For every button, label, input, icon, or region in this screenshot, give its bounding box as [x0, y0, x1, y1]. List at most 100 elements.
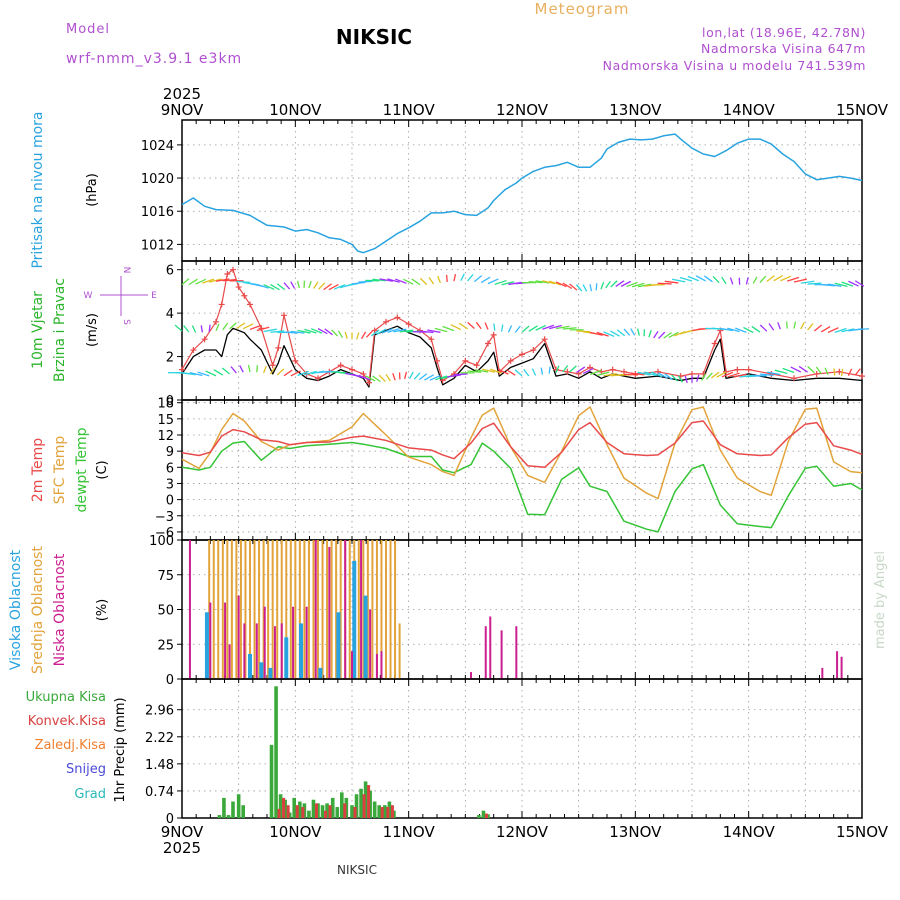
total-precip-bar [222, 797, 226, 818]
cloud-bar-srednja [208, 540, 211, 679]
temp2m-title: 2m Temp [30, 438, 46, 502]
cloud-bar-srednja [249, 540, 251, 679]
wind-vector [182, 372, 196, 376]
wind-vector [780, 275, 792, 282]
wind-vector [467, 274, 474, 282]
top-date-label: 12NOV [496, 101, 549, 119]
wind-vector [582, 367, 594, 375]
pressure-line [181, 133, 863, 254]
total-precip-bar [477, 815, 481, 818]
wind-vector [787, 276, 800, 282]
cloud-bar-niska [188, 540, 191, 679]
wind-vector [356, 332, 360, 340]
gust-marker [337, 362, 344, 369]
wind-vector [331, 329, 339, 337]
total-precip-bar [283, 799, 287, 818]
wind-vector [256, 326, 270, 332]
wind-vector [200, 325, 204, 333]
wind-vector [626, 281, 638, 288]
wind-vector [751, 325, 761, 333]
wind-vector [500, 324, 504, 332]
2m-temp-line [181, 420, 863, 469]
y-tick-label: 6 [166, 461, 174, 476]
cloud-bar-srednja [303, 540, 306, 679]
conv-precip-bar [390, 805, 394, 818]
wind-vector [562, 365, 569, 373]
wind-vector [615, 280, 625, 288]
conv-precip-bar [314, 803, 318, 818]
bottom-date-label: 11NOV [383, 823, 436, 841]
wind-vector [494, 279, 507, 286]
wind-vector [489, 368, 502, 374]
wind-vector [719, 327, 733, 332]
total-precip-legend: Ukupna Kisa [26, 690, 106, 705]
wind-vector [623, 328, 631, 336]
conv-precip-bar [282, 797, 286, 818]
mid-cloud-title: Srednja Oblacnost [30, 546, 46, 674]
conv-precip-bar [380, 807, 384, 818]
wind-vector [424, 374, 434, 381]
wind-vector [450, 324, 462, 331]
y-tick-label: 3 [166, 477, 174, 492]
wind-vector [262, 365, 267, 374]
gust-marker [235, 284, 242, 291]
wind-vector [276, 283, 286, 291]
wind-vector [596, 331, 609, 337]
wind-vector [372, 375, 381, 383]
wind-vector [427, 329, 441, 333]
cloud-bar-srednja [271, 540, 274, 679]
wind-vector [595, 283, 598, 291]
wind-vector [650, 371, 663, 378]
cloud-bar-srednja [289, 540, 292, 679]
bottom-date-label: 15NOV [836, 823, 889, 841]
wind-vector [290, 370, 301, 377]
wind-vector [188, 278, 198, 286]
y-tick-label: 25 [157, 638, 174, 653]
cloud-bar-srednja [362, 540, 365, 679]
total-precip-bar [344, 797, 349, 818]
wind-vector [378, 374, 386, 382]
gust-marker [462, 357, 469, 364]
wind-vector [308, 280, 312, 289]
wind-vector [542, 324, 555, 330]
wind-unit: (m/s) [85, 313, 100, 347]
wind-vector [506, 369, 516, 376]
y-tick-label: 50 [157, 604, 174, 619]
wind-vector [230, 366, 237, 374]
total-precip-bar [368, 790, 372, 818]
y-tick-label: 0.74 [145, 785, 174, 800]
wind-vector [442, 325, 455, 332]
precip-frame [181, 678, 863, 819]
wind-vector [413, 372, 421, 380]
wind-vector [603, 372, 617, 377]
wind-vector [549, 324, 562, 330]
wind-vector [854, 280, 865, 287]
cloud-bar-visoka [299, 623, 303, 679]
total-precip-bar [307, 810, 311, 818]
wind-vector [657, 372, 668, 379]
top-date-label: 11NOV [383, 101, 436, 119]
gust-marker [230, 266, 236, 273]
gust-marker [394, 314, 401, 321]
wind-vector [798, 365, 808, 373]
wind-vector [542, 280, 556, 285]
wind-vector [247, 364, 251, 373]
total-precip-bar [316, 803, 320, 818]
gust-marker [813, 370, 820, 377]
top-year-label: 2025 [163, 85, 201, 103]
wind-vector [372, 278, 387, 282]
wind-vector [283, 369, 293, 377]
wind-vector [664, 280, 679, 284]
wind-vector [535, 324, 547, 331]
wind-vector [523, 369, 530, 377]
wind-vector [630, 372, 645, 376]
wind-vector [197, 371, 210, 377]
wind-title-2: Brzina i Pravac [52, 278, 68, 382]
wind-panel: 0 2 4 6 [166, 260, 870, 409]
total-precip-bar [217, 815, 222, 818]
gust-marker [213, 318, 219, 325]
cloud-bar-srednja [326, 540, 329, 679]
y-tick-label: 100 [149, 534, 174, 549]
header-title-center: Meteogram [535, 0, 630, 18]
wind-vector [767, 371, 781, 376]
